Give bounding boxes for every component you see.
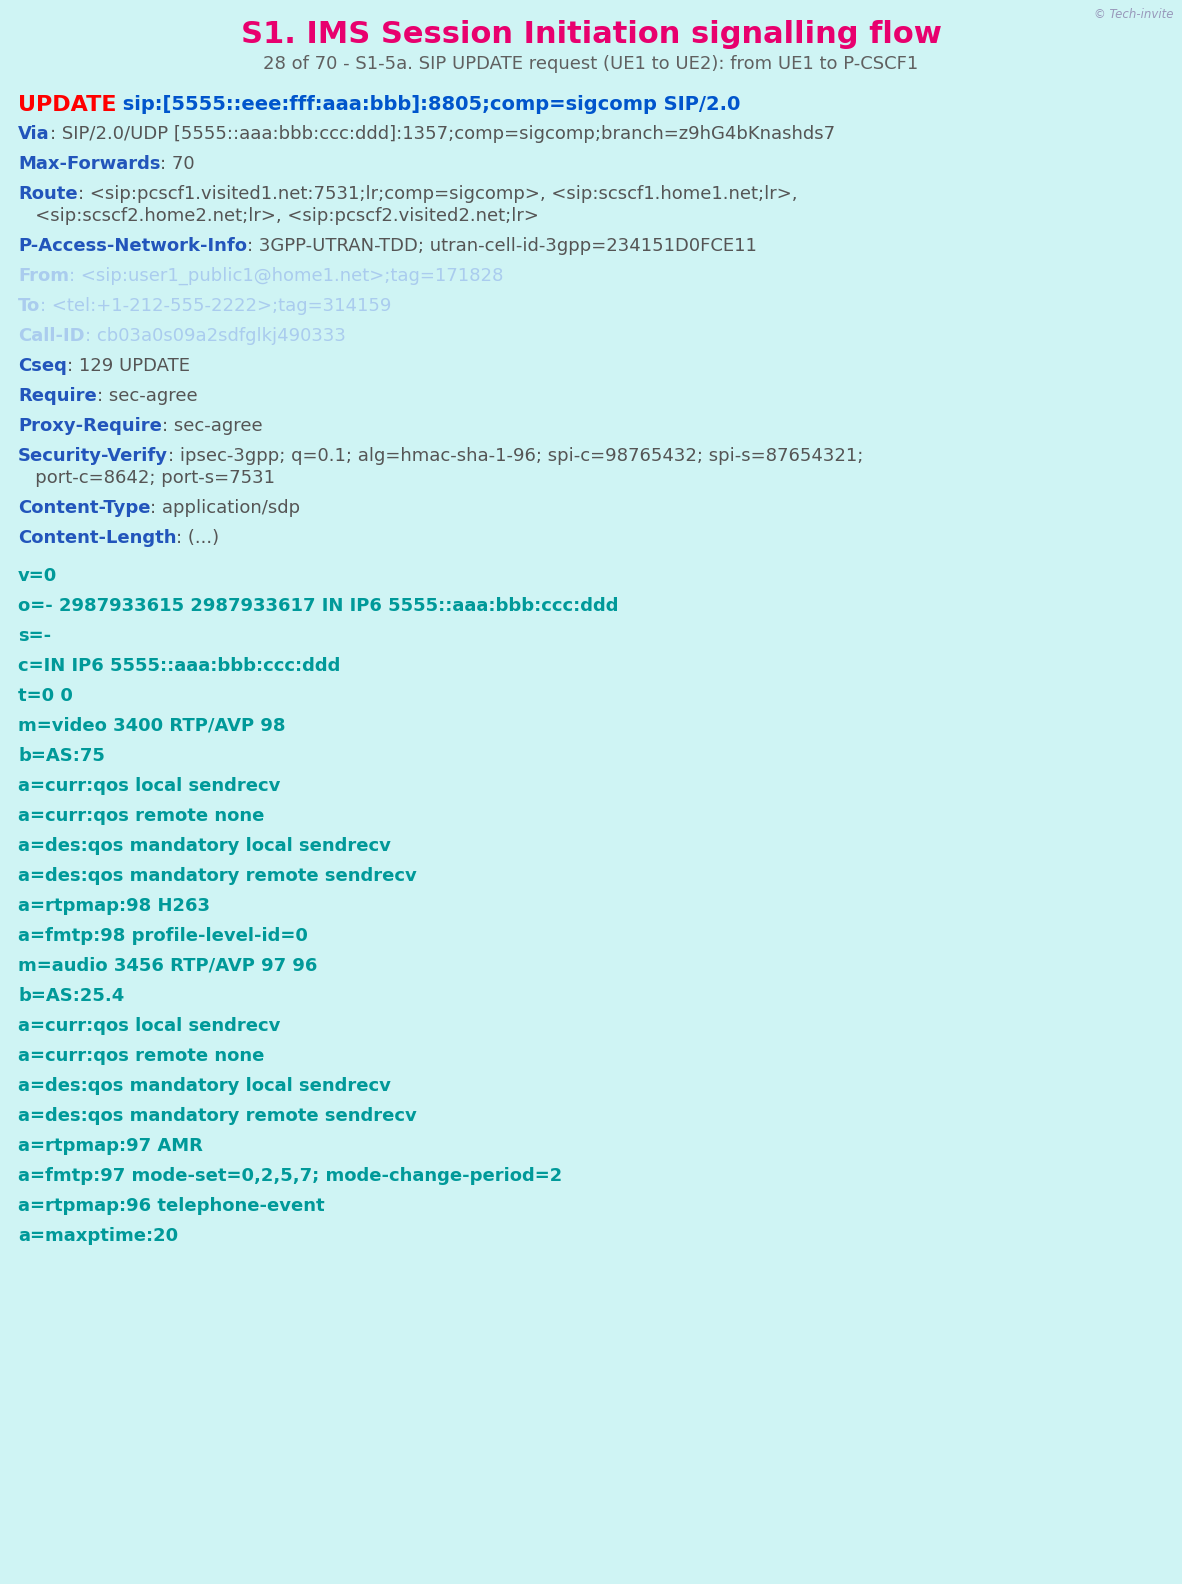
Text: Security-Verify: Security-Verify xyxy=(18,447,168,466)
Text: a=rtpmap:96 telephone-event: a=rtpmap:96 telephone-event xyxy=(18,1198,325,1215)
Text: Proxy-Require: Proxy-Require xyxy=(18,417,162,436)
Text: a=fmtp:97 mode-set=0,2,5,7; mode-change-period=2: a=fmtp:97 mode-set=0,2,5,7; mode-change-… xyxy=(18,1167,563,1185)
Text: a=curr:qos remote none: a=curr:qos remote none xyxy=(18,1047,265,1064)
Text: : <sip:user1_public1@home1.net>;tag=171828: : <sip:user1_public1@home1.net>;tag=1718… xyxy=(69,268,504,285)
Text: : cb03a0s09a2sdfglkj490333: : cb03a0s09a2sdfglkj490333 xyxy=(85,326,345,345)
Text: a=fmtp:98 profile-level-id=0: a=fmtp:98 profile-level-id=0 xyxy=(18,927,307,946)
Text: : application/sdp: : application/sdp xyxy=(150,499,300,516)
Text: port-c=8642; port-s=7531: port-c=8642; port-s=7531 xyxy=(18,469,275,486)
Text: : <tel:+1-212-555-2222>;tag=314159: : <tel:+1-212-555-2222>;tag=314159 xyxy=(40,296,391,315)
Text: Content-Length: Content-Length xyxy=(18,529,176,546)
Text: m=video 3400 RTP/AVP 98: m=video 3400 RTP/AVP 98 xyxy=(18,718,286,735)
Text: UPDATE: UPDATE xyxy=(18,95,117,116)
Text: t=0 0: t=0 0 xyxy=(18,687,73,705)
Text: : 3GPP-UTRAN-TDD; utran-cell-id-3gpp=234151D0FCE11: : 3GPP-UTRAN-TDD; utran-cell-id-3gpp=234… xyxy=(247,238,756,255)
Text: <sip:scscf2.home2.net;lr>, <sip:pcscf2.visited2.net;lr>: <sip:scscf2.home2.net;lr>, <sip:pcscf2.v… xyxy=(18,208,539,225)
Text: From: From xyxy=(18,268,69,285)
Text: Call-ID: Call-ID xyxy=(18,326,85,345)
Text: Content-Type: Content-Type xyxy=(18,499,150,516)
Text: a=des:qos mandatory local sendrecv: a=des:qos mandatory local sendrecv xyxy=(18,836,391,855)
Text: Cseq: Cseq xyxy=(18,356,67,375)
Text: : sec-agree: : sec-agree xyxy=(97,386,197,406)
Text: s=-: s=- xyxy=(18,627,51,645)
Text: Max-Forwards: Max-Forwards xyxy=(18,155,161,173)
Text: To: To xyxy=(18,296,40,315)
Text: a=curr:qos local sendrecv: a=curr:qos local sendrecv xyxy=(18,778,280,795)
Text: : 129 UPDATE: : 129 UPDATE xyxy=(67,356,190,375)
Text: a=rtpmap:97 AMR: a=rtpmap:97 AMR xyxy=(18,1137,203,1155)
Text: : ipsec-3gpp; q=0.1; alg=hmac-sha-1-96; spi-c=98765432; spi-s=87654321;: : ipsec-3gpp; q=0.1; alg=hmac-sha-1-96; … xyxy=(168,447,863,466)
Text: : (...): : (...) xyxy=(176,529,220,546)
Text: sip:[5555::eee:fff:aaa:bbb]:8805;comp=sigcomp SIP/2.0: sip:[5555::eee:fff:aaa:bbb]:8805;comp=si… xyxy=(117,95,741,114)
Text: v=0: v=0 xyxy=(18,567,57,584)
Text: S1. IMS Session Initiation signalling flow: S1. IMS Session Initiation signalling fl… xyxy=(241,21,941,49)
Text: 28 of 70 - S1-5a. SIP UPDATE request (UE1 to UE2): from UE1 to P-CSCF1: 28 of 70 - S1-5a. SIP UPDATE request (UE… xyxy=(264,55,918,73)
Text: : SIP/2.0/UDP [5555::aaa:bbb:ccc:ddd]:1357;comp=sigcomp;branch=z9hG4bKnashds7: : SIP/2.0/UDP [5555::aaa:bbb:ccc:ddd]:13… xyxy=(50,125,834,143)
Text: b=AS:25.4: b=AS:25.4 xyxy=(18,987,124,1004)
Text: a=curr:qos local sendrecv: a=curr:qos local sendrecv xyxy=(18,1017,280,1034)
Text: a=des:qos mandatory remote sendrecv: a=des:qos mandatory remote sendrecv xyxy=(18,866,417,885)
Text: : sec-agree: : sec-agree xyxy=(162,417,262,436)
Text: a=des:qos mandatory remote sendrecv: a=des:qos mandatory remote sendrecv xyxy=(18,1107,417,1125)
Text: b=AS:75: b=AS:75 xyxy=(18,748,105,765)
Text: a=des:qos mandatory local sendrecv: a=des:qos mandatory local sendrecv xyxy=(18,1077,391,1095)
Text: Via: Via xyxy=(18,125,50,143)
Text: a=maxptime:20: a=maxptime:20 xyxy=(18,1228,178,1245)
Text: c=IN IP6 5555::aaa:bbb:ccc:ddd: c=IN IP6 5555::aaa:bbb:ccc:ddd xyxy=(18,657,340,675)
Text: Route: Route xyxy=(18,185,78,203)
Text: P-Access-Network-Info: P-Access-Network-Info xyxy=(18,238,247,255)
Text: a=rtpmap:98 H263: a=rtpmap:98 H263 xyxy=(18,897,210,916)
Text: o=- 2987933615 2987933617 IN IP6 5555::aaa:bbb:ccc:ddd: o=- 2987933615 2987933617 IN IP6 5555::a… xyxy=(18,597,618,615)
Text: a=curr:qos remote none: a=curr:qos remote none xyxy=(18,806,265,825)
Text: : <sip:pcscf1.visited1.net:7531;lr;comp=sigcomp>, <sip:scscf1.home1.net;lr>,: : <sip:pcscf1.visited1.net:7531;lr;comp=… xyxy=(78,185,797,203)
Text: Require: Require xyxy=(18,386,97,406)
Text: © Tech-invite: © Tech-invite xyxy=(1095,8,1174,21)
Text: m=audio 3456 RTP/AVP 97 96: m=audio 3456 RTP/AVP 97 96 xyxy=(18,957,318,976)
Text: : 70: : 70 xyxy=(161,155,195,173)
